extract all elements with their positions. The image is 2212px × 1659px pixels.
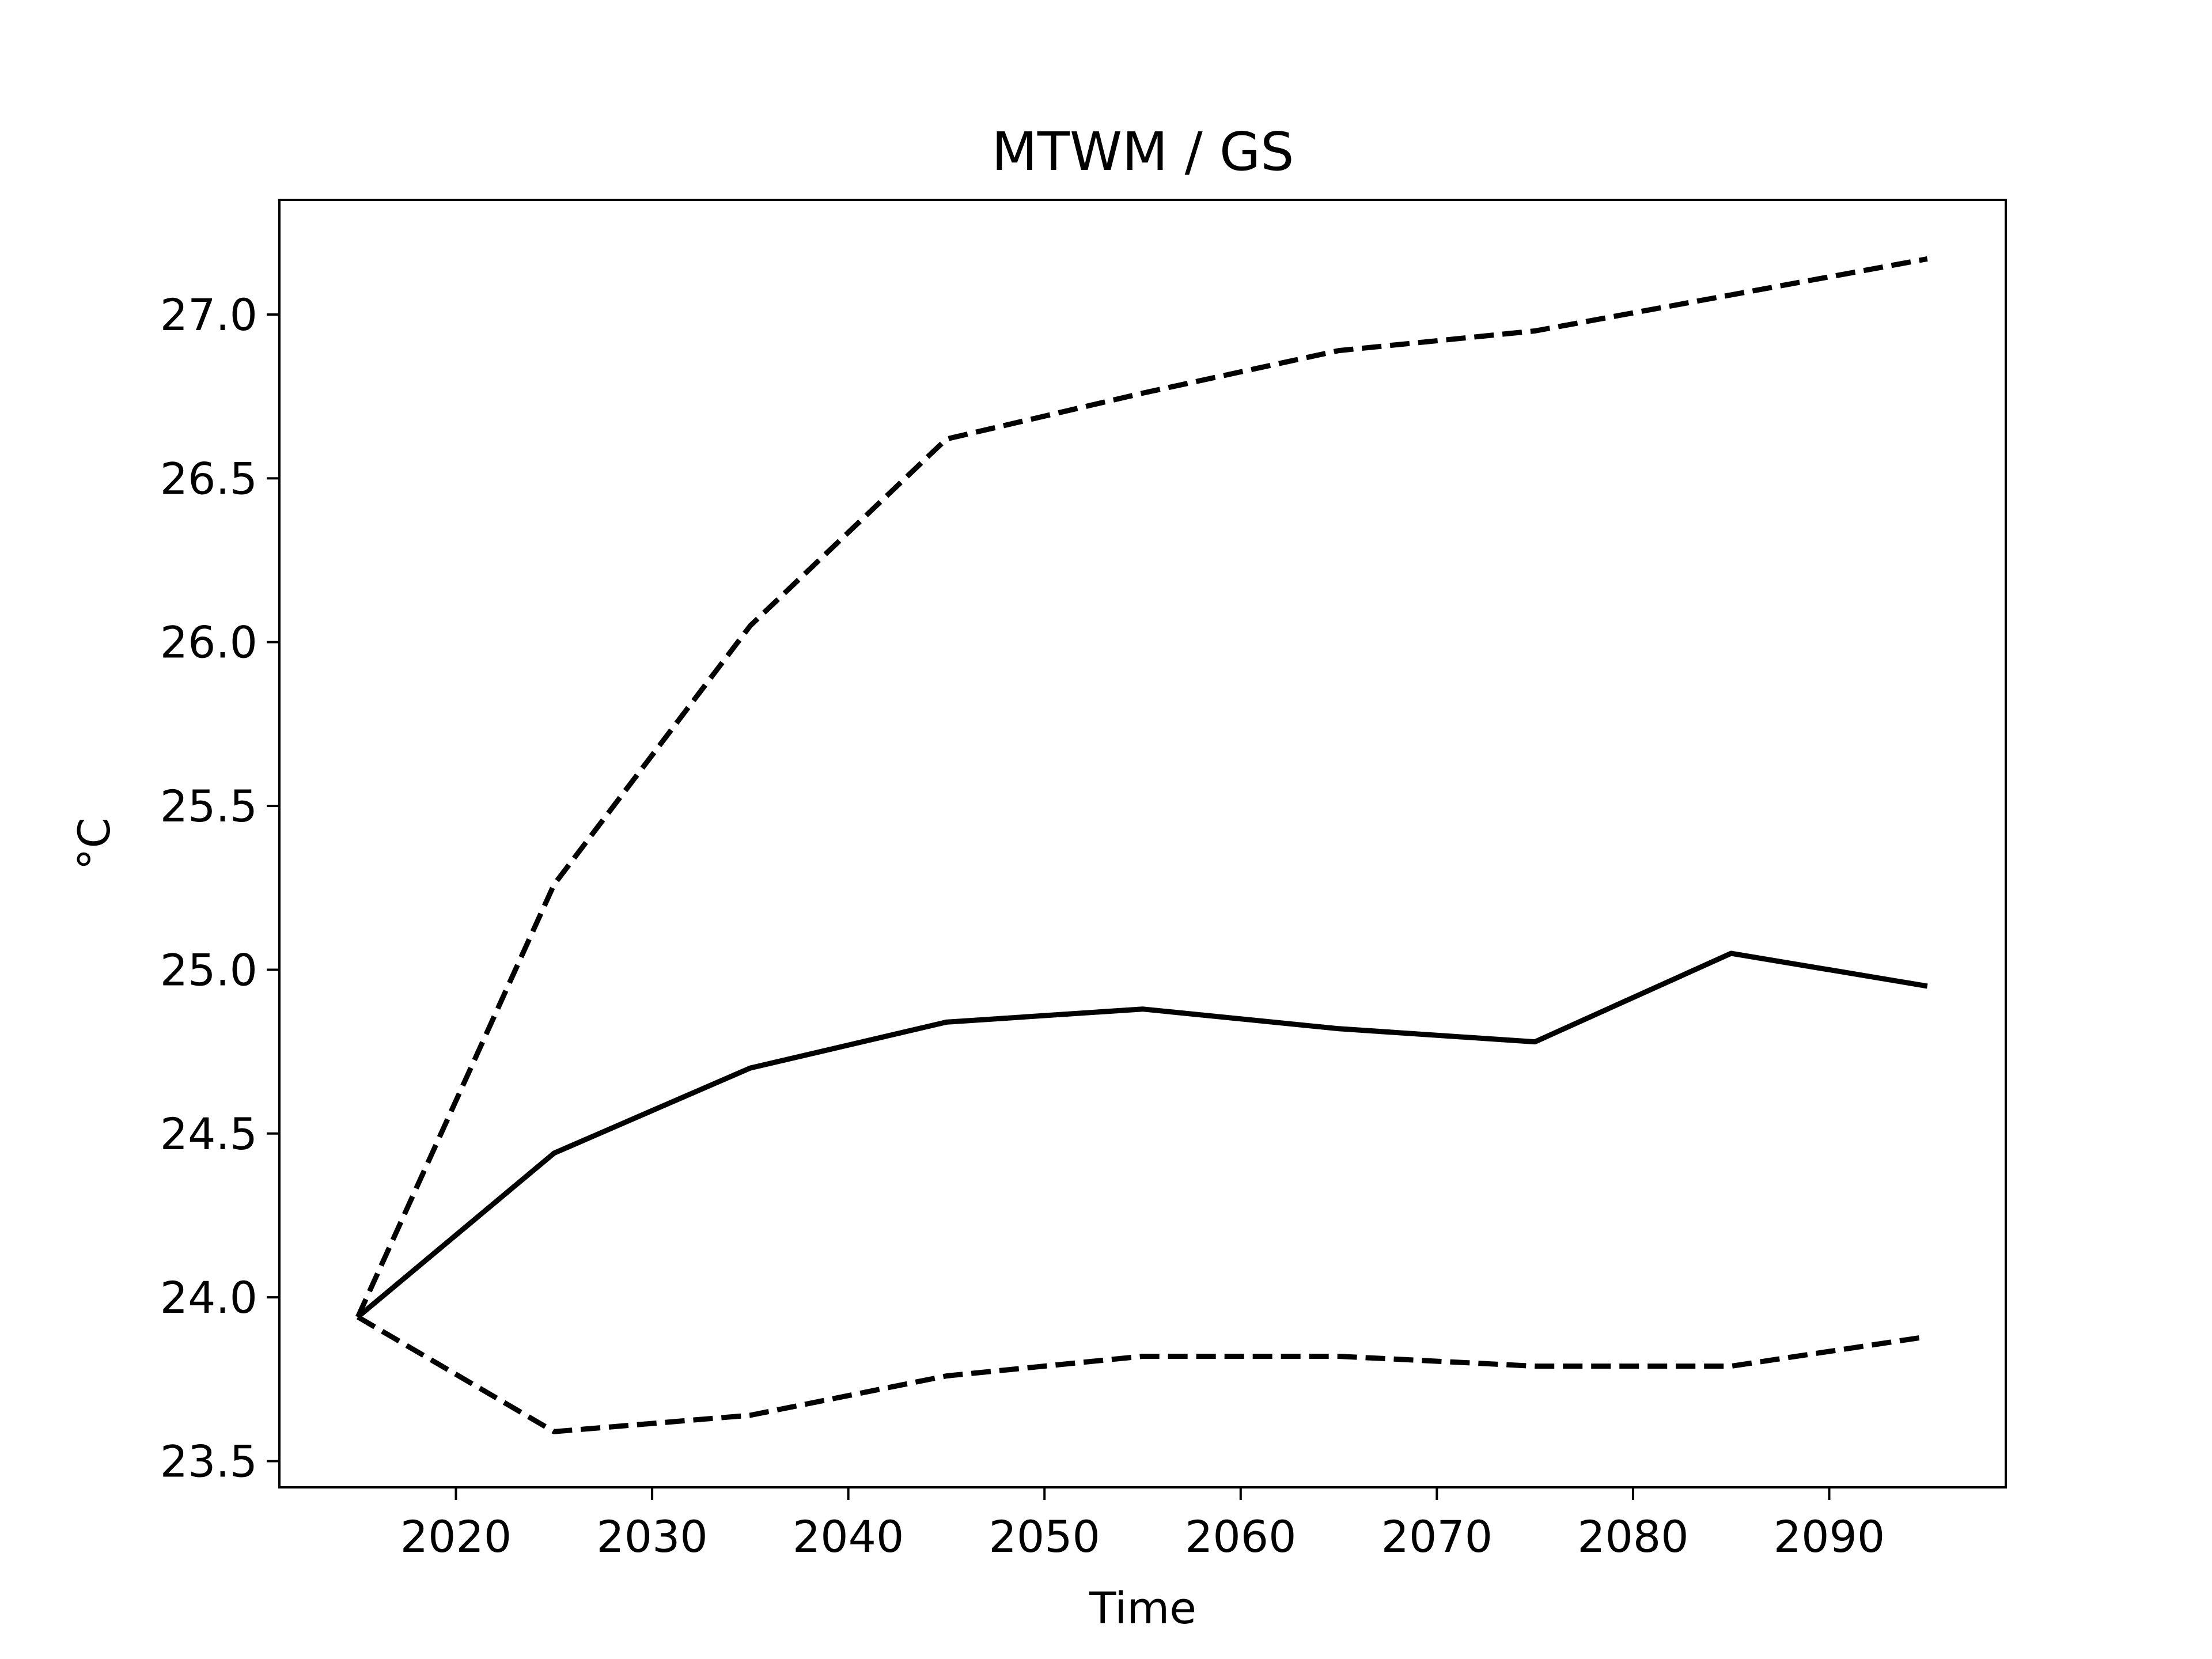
y-tick-label: 24.0: [160, 1272, 257, 1323]
x-axis-label: Time: [1089, 1582, 1196, 1634]
y-tick-label: 24.5: [160, 1108, 257, 1160]
y-tick-label: 26.0: [160, 617, 257, 668]
series-line-3-dashed: [356, 1315, 1928, 1434]
x-tick-label: 2070: [1381, 1511, 1493, 1562]
series-line-2-solid: [356, 950, 1928, 1319]
y-tick-label: 23.5: [160, 1436, 257, 1487]
plot-series: [355, 256, 1928, 1434]
y-tick-label: 26.5: [160, 453, 257, 504]
series-line-1-dashed: [355, 256, 1928, 1319]
y-tick-label: 25.5: [160, 781, 257, 832]
x-tick-label: 2060: [1185, 1511, 1296, 1562]
x-axis: 2020 2030 2040 2050 2060 2070 2080 2090: [400, 1487, 1885, 1562]
x-tick-label: 2020: [400, 1511, 512, 1562]
x-tick-label: 2030: [596, 1511, 707, 1562]
y-tick-label: 27.0: [160, 289, 257, 340]
plot-frame: [278, 199, 2007, 1488]
x-tick-label: 2080: [1577, 1511, 1688, 1562]
y-axis: 23.5 24.0 24.5 25.0 25.5 26.0 26.5 27.0: [160, 289, 279, 1487]
y-axis-label: °C: [69, 817, 120, 870]
chart-title: MTWM / GS: [991, 121, 1294, 183]
x-tick-label: 2050: [989, 1511, 1100, 1562]
y-tick-label: 25.0: [160, 944, 257, 995]
x-tick-label: 2090: [1774, 1511, 1885, 1562]
x-tick-label: 2040: [793, 1511, 904, 1562]
